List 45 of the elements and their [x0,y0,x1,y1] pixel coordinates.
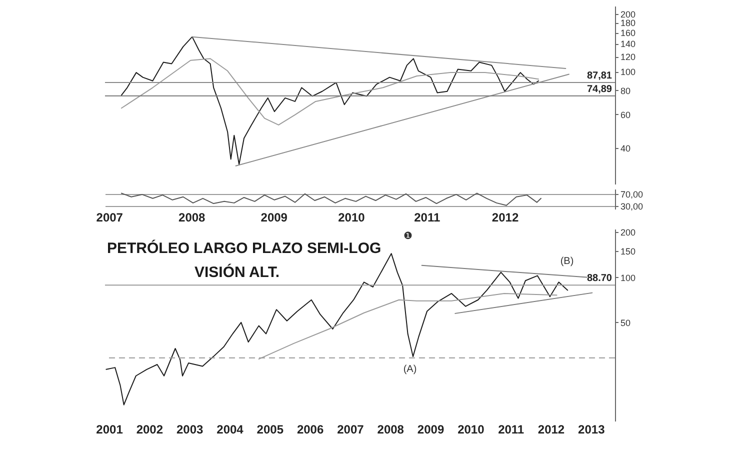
x-tick-label: 2005 [256,422,284,436]
text: VISIÓN ALT. [194,263,280,281]
x-tick-label: 2010 [338,210,366,224]
y-tick-label: 40 [620,144,631,154]
x-tick-label: 2009 [417,422,444,436]
x-tick-label: 2011 [498,422,524,436]
y-tick-label: 70,00 [620,189,644,200]
x-tick-label: 2010 [458,422,485,436]
y-tick-label: 180 [620,18,636,28]
y-tick-label: 200 [620,228,636,238]
x-tick-label: 2007 [337,422,364,436]
x-tick-label: 2008 [178,210,206,224]
x-tick-label: 2001 [96,422,124,436]
x-tick-label: 2003 [176,422,204,436]
line-series [120,192,542,206]
x-tick-label: 2002 [136,422,164,436]
x-tick-label: 2009 [260,210,288,224]
x-tick-label: 2007 [96,210,124,224]
y-tick-label: 100 [620,67,636,78]
y-tick-label: 30,00 [620,201,644,212]
y-tick-label: 160 [620,28,636,38]
y-tick-label: 100 [620,272,636,283]
y-tick-label: 120 [620,52,636,62]
x-tick-label: 2011 [414,210,440,224]
x-tick-label: 2013 [578,422,606,436]
ref-line-label: 74,89 [586,84,612,95]
line-series [120,58,539,126]
y-tick-label: 50 [620,318,631,328]
y-tick-label: 140 [620,39,636,50]
x-tick-label: 2008 [377,422,404,436]
y-tick-label: 60 [620,110,631,120]
ref-line-label: 87,81 [586,70,612,82]
y-tick-label: 80 [620,86,631,96]
x-tick-label: 2012 [492,210,519,224]
annotation: ❶ [404,231,412,242]
x-tick-label: 2012 [538,422,565,436]
annotation: (B) [560,256,574,267]
annotation: (A) [403,364,417,375]
y-tick-label: 150 [620,246,636,256]
x-tick-label: 2006 [296,422,324,436]
text: PETRÓLEO LARGO PLAZO SEMI-LOG [107,239,382,257]
line-series [120,36,539,165]
ref-line-label: 88.70 [586,273,612,284]
x-tick-label: 2004 [216,422,244,436]
y-tick-label: 200 [620,9,636,20]
